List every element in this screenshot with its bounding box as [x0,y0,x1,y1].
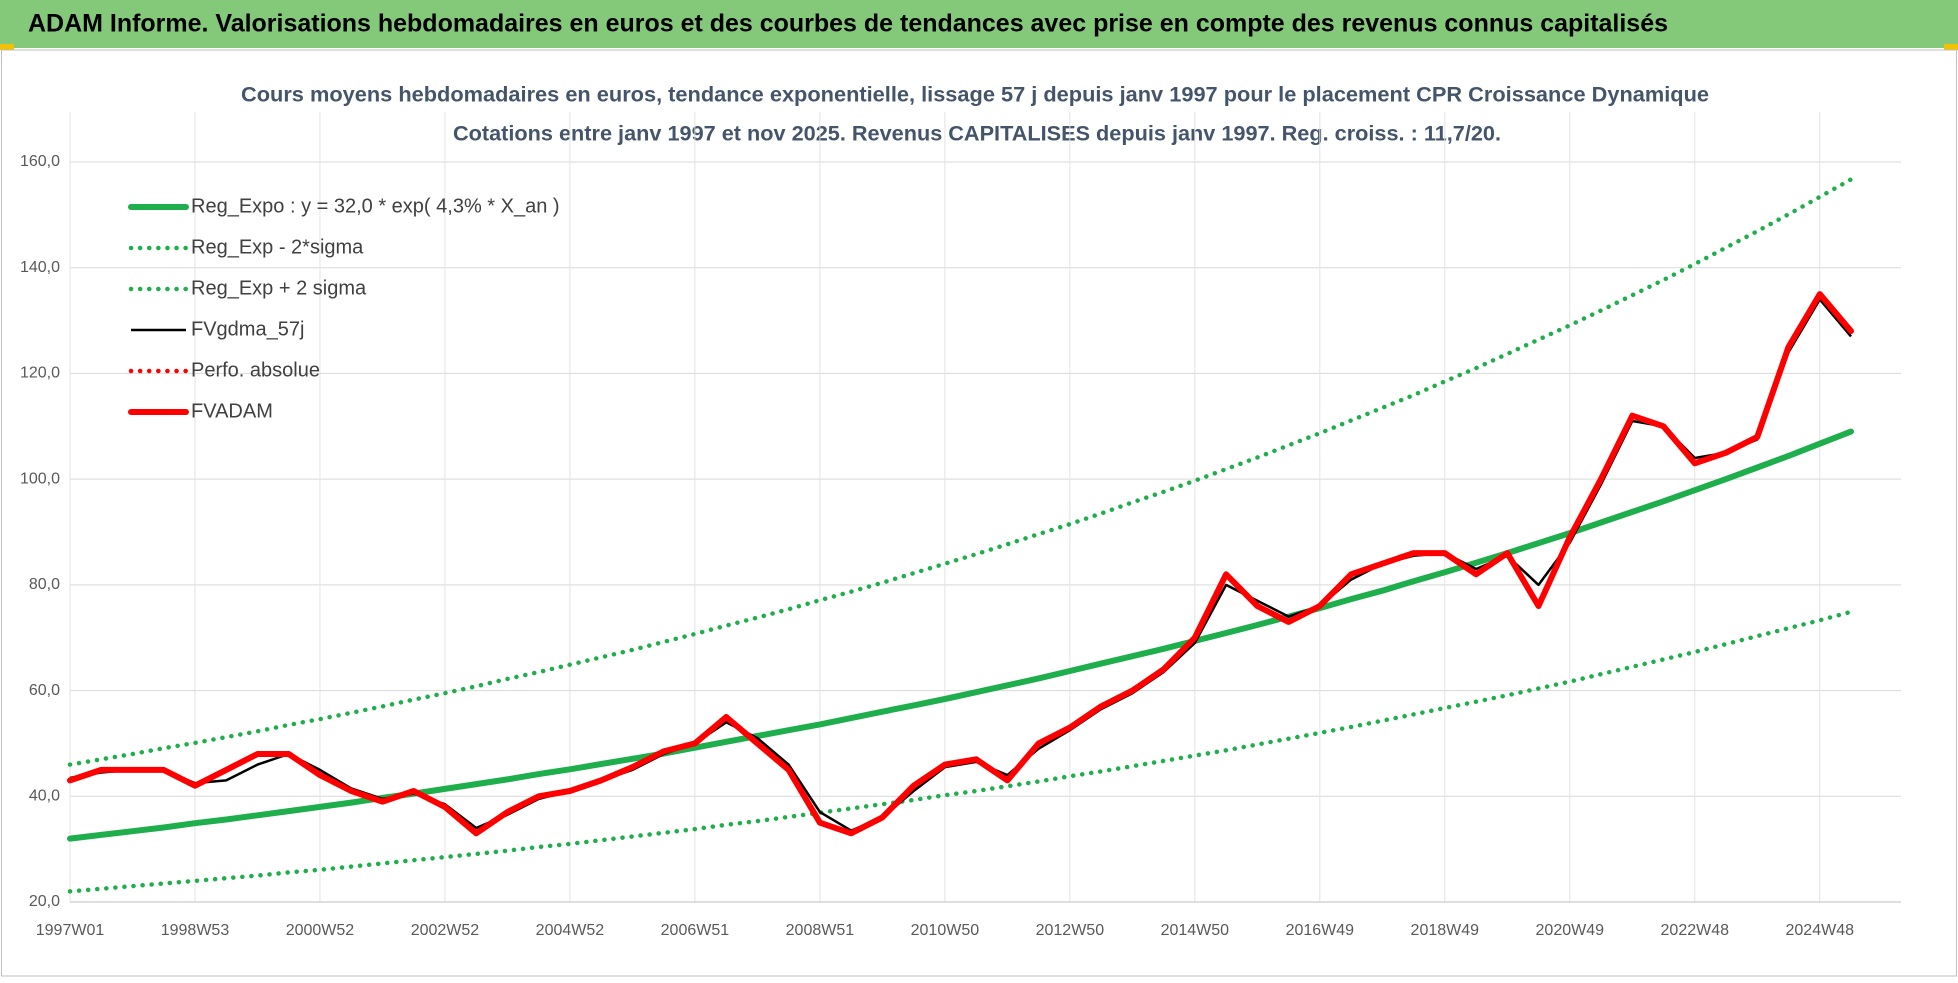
x-tick-label: 2010W50 [911,922,980,939]
x-tick-label: 2012W50 [1036,922,1105,939]
x-tick-label: 2008W51 [786,922,855,939]
x-tick-label: 2006W51 [661,922,730,939]
legend-label: FVgdma_57j [191,318,304,340]
x-tick-label: 1998W53 [161,922,230,939]
chart-title: Cours moyens hebdomadaires en euros, ten… [241,84,1709,107]
corner-mark [1944,44,1958,50]
x-tick-label: 2022W48 [1661,922,1730,939]
legend-label: Reg_Exp + 2 sigma [191,277,367,299]
y-tick-label: 80,0 [29,576,60,593]
header-bar [0,0,1958,48]
x-tick-label: 2024W48 [1786,922,1855,939]
x-tick-label: 2002W52 [411,922,480,939]
x-tick-label: 2004W52 [536,922,605,939]
legend-label: Reg_Expo : y = 32,0 * exp( 4,3% * X_an ) [191,195,560,217]
series-line [67,609,1854,894]
legend-label: FVADAM [191,400,273,422]
y-tick-label: 120,0 [20,365,60,382]
legend-label: Perfo. absolue [191,359,320,381]
y-tick-label: 20,0 [29,893,60,910]
y-tick-label: 60,0 [29,682,60,699]
header-title: ADAM Informe. Valorisations hebdomadaire… [28,10,1668,38]
series-line [67,291,1854,837]
x-tick-label: 2016W49 [1286,922,1355,939]
y-tick-label: 140,0 [20,259,60,276]
x-tick-label: 2000W52 [286,922,355,939]
x-tick-label: 2018W49 [1411,922,1480,939]
corner-mark [0,44,14,50]
x-tick-label: 1997W01 [36,922,105,939]
chart-frame [1,49,1957,977]
series-line [67,177,1854,767]
series-line [67,428,1854,842]
y-tick-label: 160,0 [20,153,60,170]
y-tick-label: 100,0 [20,470,60,487]
legend-label: Reg_Exp - 2*sigma [191,236,364,258]
x-tick-label: 2020W49 [1536,922,1605,939]
y-tick-label: 40,0 [29,788,60,805]
chart-subtitle: Cotations entre janv 1997 et nov 2025. R… [453,123,1501,146]
x-tick-label: 2014W50 [1161,922,1230,939]
